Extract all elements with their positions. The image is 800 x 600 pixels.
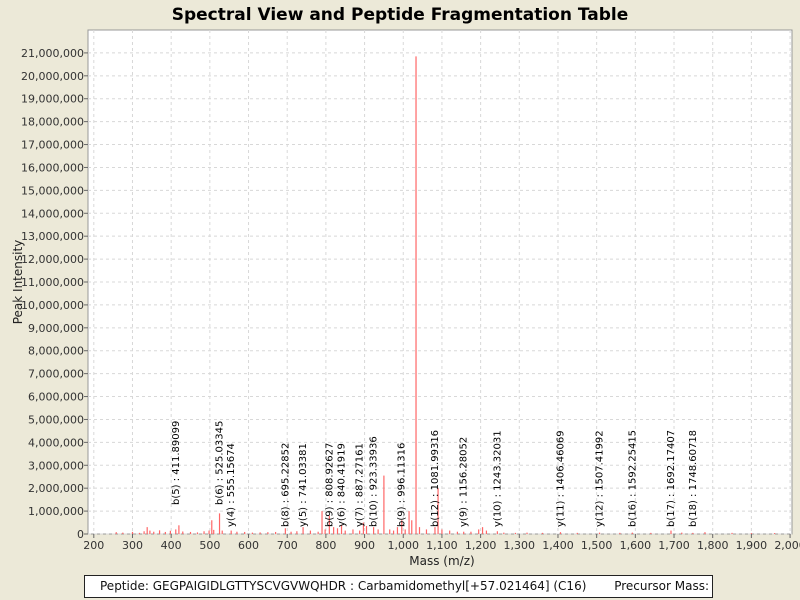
y-axis-label: Peak Intensity bbox=[11, 240, 25, 325]
x-tick-label: 2,000 bbox=[774, 539, 800, 552]
x-tick-label: 900 bbox=[354, 539, 375, 552]
fragment-ion-label: y(9) : 1156.28052 bbox=[459, 437, 470, 527]
y-tick-label: 12,000,000 bbox=[21, 253, 84, 266]
x-tick-label: 800 bbox=[315, 539, 336, 552]
y-tick-label: 9,000,000 bbox=[28, 322, 84, 335]
fragment-ion-label: y(10) : 1243.32031 bbox=[492, 430, 503, 527]
x-tick-label: 700 bbox=[277, 539, 298, 552]
y-tick-label: 11,000,000 bbox=[21, 276, 84, 289]
x-tick-label: 1,100 bbox=[426, 539, 458, 552]
x-tick-label: 1,700 bbox=[658, 539, 690, 552]
plot-area bbox=[87, 29, 793, 535]
y-tick-label: 17,000,000 bbox=[21, 139, 84, 152]
peaks bbox=[115, 56, 776, 534]
fragment-ion-label: b(10) : 923.33936 bbox=[369, 436, 380, 527]
fragment-ion-label: b(16) : 1592.25415 bbox=[627, 430, 638, 527]
x-tick-label: 500 bbox=[199, 539, 220, 552]
fragment-ion-label: b(18) : 1748.60718 bbox=[688, 430, 699, 527]
peptide-label: Peptide: GEGPAIGIDLGTTYSCVGVWQHDR : Carb… bbox=[100, 579, 587, 593]
x-tick-label: 1,500 bbox=[581, 539, 613, 552]
fragment-ion-label: b(5) : 411.89099 bbox=[171, 421, 182, 505]
x-tick-label: 1,000 bbox=[388, 539, 420, 552]
y-tick-label: 4,000,000 bbox=[28, 436, 84, 449]
x-tick-label: 400 bbox=[161, 539, 182, 552]
fragment-ion-label: y(12) : 1507.41992 bbox=[595, 430, 606, 527]
fragment-ion-label: b(12) : 1081.99316 bbox=[430, 430, 441, 527]
y-tick-label: 19,000,000 bbox=[21, 93, 84, 106]
y-tick-label: 8,000,000 bbox=[28, 345, 84, 358]
x-tick-label: 600 bbox=[238, 539, 259, 552]
fragment-ion-label: b(6) : 525.03345 bbox=[215, 421, 226, 505]
precursor-mass-label: Precursor Mass: 863.7599 bbox=[614, 579, 712, 593]
fragment-ion-label: y(5) : 741.03381 bbox=[298, 443, 309, 527]
x-tick-label: 1,200 bbox=[465, 539, 497, 552]
x-tick-label: 1,900 bbox=[736, 539, 768, 552]
x-tick-label: 1,400 bbox=[542, 539, 574, 552]
fragment-ion-label: y(6) : 840.41919 bbox=[337, 443, 348, 527]
x-tick-label: 1,300 bbox=[504, 539, 536, 552]
y-tick-label: 20,000,000 bbox=[21, 70, 84, 83]
fragment-ion-label: b(9) : 808.92627 bbox=[324, 443, 335, 527]
x-tick-label: 1,800 bbox=[697, 539, 729, 552]
y-tick-label: 7,000,000 bbox=[28, 368, 84, 381]
fragment-ion-label: y(7) : 887.27161 bbox=[355, 443, 366, 527]
y-tick-label: 14,000,000 bbox=[21, 207, 84, 220]
x-tick-label: 1,600 bbox=[620, 539, 652, 552]
y-tick-label: 3,000,000 bbox=[28, 459, 84, 472]
x-axis-ticks: 200 300 400 500 600 700 800 900 1,000 1,100 1,200 1… bbox=[83, 534, 800, 552]
y-tick-label: 21,000,000 bbox=[21, 47, 84, 60]
peptide-info-box: Peptide: GEGPAIGIDLGTTYSCVGVWQHDR : Carb… bbox=[84, 575, 713, 598]
spectrum-chart: b(5) : 411.89099 b(6) : 525.03345 y(4) : 5… bbox=[11, 5, 800, 568]
y-axis-ticks: 0 1,000,000 2,000,000 3,000,000 4,000,000 5,0… bbox=[21, 47, 88, 541]
y-tick-label: 6,000,000 bbox=[28, 391, 84, 404]
x-tick-label: 300 bbox=[122, 539, 143, 552]
chart-title: Spectral View and Peptide Fragmentation … bbox=[172, 5, 629, 25]
fragment-ion-label: y(4) : 555.15674 bbox=[226, 443, 237, 527]
y-tick-label: 13,000,000 bbox=[21, 230, 84, 243]
y-tick-label: 10,000,000 bbox=[21, 299, 84, 312]
x-axis-label: Mass (m/z) bbox=[409, 554, 474, 568]
y-tick-label: 1,000,000 bbox=[28, 505, 84, 518]
fragment-annotations: b(5) : 411.89099 b(6) : 525.03345 y(4) : 5… bbox=[171, 421, 699, 527]
x-tick-label: 200 bbox=[83, 539, 104, 552]
fragment-ion-label: b(9) : 996.11316 bbox=[397, 443, 408, 527]
y-tick-label: 18,000,000 bbox=[21, 116, 84, 129]
fragment-ion-label: b(17) : 1692.17407 bbox=[666, 430, 677, 527]
y-tick-label: 16,000,000 bbox=[21, 161, 84, 174]
grid-lines bbox=[88, 30, 792, 535]
fragment-ion-label: y(11) : 1406.46069 bbox=[555, 430, 566, 527]
y-tick-label: 2,000,000 bbox=[28, 482, 84, 495]
fragment-ion-label: b(8) : 695.22852 bbox=[280, 443, 291, 527]
y-tick-label: 5,000,000 bbox=[28, 413, 84, 426]
y-tick-label: 15,000,000 bbox=[21, 184, 84, 197]
y-tick-label: 0 bbox=[77, 528, 84, 541]
